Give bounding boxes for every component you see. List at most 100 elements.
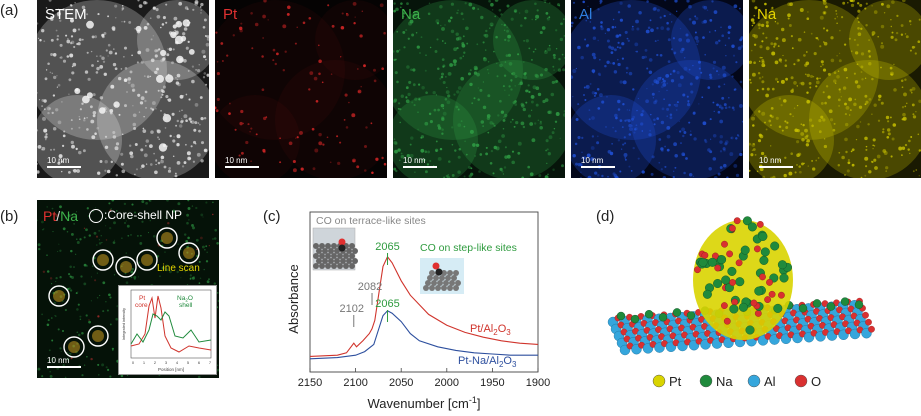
xtick-label-2: 2050 — [389, 377, 413, 389]
tile-stem-scale-bar: 10 nm — [47, 156, 81, 168]
slash: / — [56, 208, 61, 224]
peak-label-0: 2065 — [375, 241, 399, 253]
na-title: Na — [60, 208, 79, 224]
pt-title: Pt — [43, 208, 57, 224]
tile-pt-map — [215, 0, 387, 178]
tile-al-map — [571, 0, 743, 178]
core-shell-circle-5 — [48, 285, 70, 307]
x-axis-label: Wavenumber [cm-1] — [367, 395, 480, 411]
inset-xtick-3: 3 — [165, 360, 168, 365]
core-shell-circle-2 — [92, 249, 114, 271]
ir-spectrum-chart: 2150 2100 2050 2000 1950 1900 Absorbance Wavenu… — [286, 211, 550, 411]
tile-na2-title: Na — [757, 6, 777, 23]
tile-pt: Pt 10 nm — [215, 0, 387, 178]
core-shell-circle-6 — [87, 325, 109, 347]
core-shell-circle-7 — [63, 336, 85, 358]
nanoparticle-5 — [53, 290, 65, 302]
nanoparticle-6 — [92, 330, 104, 342]
inset-shell-label: shell — [179, 302, 193, 309]
pt-profile — [130, 295, 212, 353]
nanoparticle-2 — [97, 254, 109, 266]
inset-pt-label: Pt — [139, 295, 145, 302]
series-line-1 — [309, 310, 538, 360]
step-sites-label: CO on step-like sites — [420, 242, 517, 254]
core-shell-circle-4 — [136, 249, 158, 271]
tile-al: Al 10 nm — [571, 0, 743, 178]
inset-xtick-7: 7 — [209, 360, 212, 365]
tile-na2-scale-bar: 10 nm — [759, 156, 793, 168]
core-shell-model: Pt Na Al O — [607, 216, 875, 389]
legend-Na-icon — [699, 374, 713, 388]
xtick-label-3: 2000 — [435, 377, 459, 389]
inset-ylabel: Integrated intensity — [122, 308, 126, 340]
tile-stem: STEM 10 nm — [37, 0, 209, 178]
legend-O-label: O — [811, 374, 821, 389]
terrace-surface-icon — [312, 227, 358, 271]
panel-c-label: (c) — [263, 208, 281, 225]
panel-a-label: (a) — [0, 2, 19, 19]
panel-b-scale-bar: 10 nm — [47, 356, 81, 368]
inset-xtick-5: 5 — [187, 360, 190, 365]
tile-al-scale-bar: 10 nm — [581, 156, 615, 168]
inset-xlabel: Position [nm] — [158, 367, 184, 372]
inset-xtick-0: 0 — [132, 360, 135, 365]
tile-na2: Na 10 nm — [749, 0, 921, 178]
na-profile — [130, 311, 212, 345]
tile-na-scale-bar: 10 nm — [403, 156, 437, 168]
nanoparticle-0 — [161, 232, 173, 244]
core-shell-circle-3 — [115, 256, 137, 278]
panel-b-label: (b) — [0, 208, 19, 225]
nanoparticle-3 — [120, 261, 132, 273]
core-shell-legend: :Core-shell NP — [104, 208, 183, 222]
series-label-0: Pt/Al2O3 — [470, 323, 511, 337]
panel-b-noise — [37, 200, 219, 378]
peak-label-2: 2102 — [340, 303, 364, 315]
line-scan-label: Line scan — [157, 263, 200, 274]
inset-xtick-6: 6 — [198, 360, 201, 365]
plot-frame — [309, 211, 539, 373]
tile-pt-title: Pt — [223, 6, 238, 23]
terrace-sites-label: CO on terrace-like sites — [316, 215, 426, 227]
tile-na-title: Na — [401, 6, 421, 23]
nanoparticle-1 — [183, 247, 195, 259]
xtick-label-4: 1950 — [480, 377, 504, 389]
panel-b-map: Pt/Na :Core-shell NP Line scan 10 nm Pt c… — [37, 200, 219, 378]
inset-core-label: core — [135, 302, 148, 309]
tile-na2-map — [749, 0, 921, 178]
inset-xtick-1: 1 — [143, 360, 146, 365]
tile-na: Na 10 nm — [393, 0, 565, 178]
legend-Al-icon — [747, 374, 761, 388]
tile-stem-title: STEM — [45, 6, 87, 23]
tile-stem-map — [37, 0, 209, 178]
atom-legend: Pt Na Al O — [652, 374, 821, 389]
nanoparticle-7 — [68, 341, 80, 353]
peak-label-1: 2082 — [358, 281, 382, 293]
nanoparticle-4 — [141, 254, 153, 266]
panel-b-title: Pt/Na — [43, 208, 78, 224]
legend-Al-label: Al — [764, 374, 776, 389]
legend-Pt-icon — [652, 374, 666, 388]
line-scan-inset: Pt core Na2O shell Integrated intensity 0 1 2 3 4… — [118, 285, 217, 375]
circle-legend-icon — [89, 209, 103, 223]
xtick-label-1: 2100 — [343, 377, 367, 389]
step-surface-icon — [420, 258, 464, 294]
inset-xtick-2: 2 — [154, 360, 157, 365]
tile-na-map — [393, 0, 565, 178]
tile-pt-scale-bar: 10 nm — [225, 156, 259, 168]
y-axis-label: Absorbance — [286, 264, 301, 333]
core-shell-circle-1 — [178, 242, 200, 264]
tile-al-title: Al — [579, 6, 593, 23]
xtick-label-5: 1900 — [526, 377, 550, 389]
peak-label-3: 2065 — [375, 298, 399, 310]
core-shell-circle-0 — [156, 227, 178, 249]
xtick-label-0: 2150 — [298, 377, 322, 389]
legend-O-icon — [794, 374, 808, 388]
panel-d-label: (d) — [596, 208, 615, 225]
inset-na-label: Na2O — [177, 295, 193, 303]
series-label-1: Pt-Na/Al2O3 — [458, 355, 517, 369]
legend-Na-label: Na — [716, 374, 733, 389]
inset-xtick-4: 4 — [176, 360, 179, 365]
core-shell-particle — [693, 216, 793, 340]
legend-Pt-label: Pt — [669, 374, 682, 389]
